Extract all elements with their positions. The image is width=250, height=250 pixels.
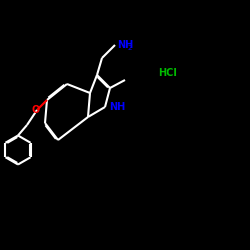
Text: NH: NH bbox=[109, 102, 125, 112]
Text: NH: NH bbox=[118, 40, 134, 50]
Text: 2: 2 bbox=[128, 45, 132, 51]
Text: HCl: HCl bbox=[158, 68, 177, 78]
Text: O: O bbox=[32, 105, 40, 115]
